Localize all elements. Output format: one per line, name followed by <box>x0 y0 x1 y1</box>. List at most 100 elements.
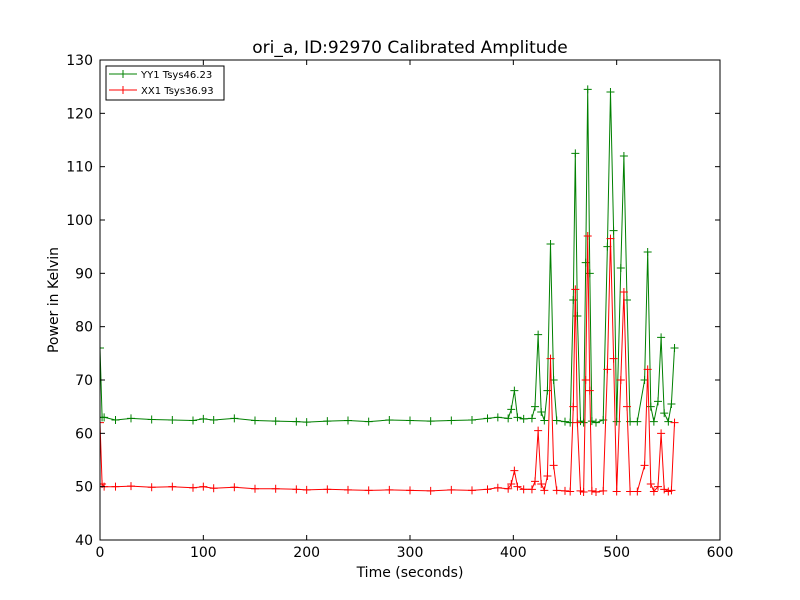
data-point-marker <box>447 416 456 425</box>
data-point-marker <box>552 416 561 425</box>
data-point-marker <box>510 386 519 395</box>
data-point-marker <box>111 482 120 491</box>
data-point-marker <box>519 485 528 494</box>
data-point-marker <box>657 429 666 438</box>
data-point-marker <box>540 416 549 425</box>
data-point-marker <box>493 483 502 492</box>
data-point-marker <box>546 354 555 363</box>
chart-title: ori_a, ID:92970 Calibrated Amplitude <box>252 38 568 58</box>
data-point-marker <box>483 485 492 494</box>
data-point-marker <box>168 416 177 424</box>
data-point-marker <box>660 485 669 494</box>
data-point-marker <box>199 482 208 491</box>
data-point-marker <box>513 413 522 422</box>
data-point-marker <box>507 480 516 488</box>
y-tick-label: 120 <box>66 106 93 122</box>
y-tick-label: 110 <box>66 160 93 176</box>
data-point-marker <box>670 344 679 352</box>
data-point-marker <box>406 416 414 425</box>
data-point-marker <box>189 483 197 492</box>
legend-box <box>105 65 225 101</box>
data-point-marker <box>667 486 676 495</box>
data-point-marker <box>646 480 655 488</box>
data-point-marker <box>649 417 658 426</box>
data-point-marker <box>527 485 536 494</box>
data-point-marker <box>592 418 600 427</box>
data-point-marker <box>569 402 578 411</box>
data-point-marker <box>385 416 394 424</box>
data-point-marker <box>251 416 259 425</box>
data-point-marker <box>302 485 311 494</box>
x-tick-label: 400 <box>500 545 527 561</box>
data-point-marker <box>581 376 590 384</box>
data-point-marker <box>609 226 618 235</box>
data-point-marker <box>616 376 625 384</box>
data-point-marker <box>626 487 635 496</box>
data-point-marker <box>643 365 652 374</box>
data-point-marker <box>640 461 649 470</box>
data-point-marker <box>537 408 546 416</box>
x-axis-label: Time (seconds) <box>356 565 464 581</box>
data-point-marker <box>579 488 588 496</box>
x-tick-label: 100 <box>190 545 217 561</box>
data-point-marker <box>643 248 652 256</box>
data-point-marker <box>546 240 555 248</box>
legend: YY1 Tsys46.23 XX1 Tsys36.93 <box>105 65 225 101</box>
data-point-marker <box>549 461 558 470</box>
data-point-marker <box>100 418 104 427</box>
data-point-marker <box>406 486 414 495</box>
data-point-marker <box>587 417 596 426</box>
data-point-marker <box>571 285 580 294</box>
data-point-marker <box>483 414 492 423</box>
data-point-marker <box>670 418 679 427</box>
x-axis-ticks: 0 100 200 300 400 500 600 <box>96 60 734 561</box>
data-point-marker <box>344 416 352 425</box>
data-point-marker <box>504 484 513 493</box>
data-point-marker <box>323 485 332 494</box>
data-point-marker <box>364 486 373 495</box>
data-point-marker <box>147 415 156 424</box>
y-tick-label: 40 <box>75 533 93 549</box>
data-point-marker <box>147 483 156 492</box>
data-point-marker <box>510 466 519 475</box>
data-point-marker <box>609 354 618 363</box>
legend-marker-yy1 <box>119 70 127 78</box>
y-axis-ticks: 40 50 60 70 80 90 100 110 120 130 <box>66 53 720 549</box>
data-point-marker <box>209 416 218 424</box>
y-tick-label: 70 <box>75 373 93 389</box>
data-point-marker <box>616 264 625 272</box>
x-tick-label: 300 <box>397 545 424 561</box>
data-point-marker <box>199 414 208 423</box>
data-point-marker <box>127 414 135 423</box>
data-point-marker <box>468 486 476 495</box>
data-point-marker <box>230 414 239 423</box>
data-point-marker <box>543 472 552 480</box>
data-point-marker <box>660 409 669 418</box>
x-tick-label: 0 <box>96 545 105 561</box>
data-point-marker <box>612 487 621 496</box>
data-point-marker <box>667 400 676 408</box>
data-point-marker <box>561 486 569 495</box>
x-tick-label: 600 <box>707 545 734 561</box>
data-point-marker <box>566 487 575 496</box>
data-point-marker <box>633 487 642 496</box>
data-point-marker <box>649 487 658 496</box>
data-point-marker <box>633 417 642 426</box>
data-point-marker <box>271 417 280 426</box>
data-point-marker <box>302 418 311 427</box>
data-point-marker <box>189 416 197 425</box>
data-point-marker <box>519 414 528 423</box>
data-point-marker <box>292 417 301 426</box>
series-0 <box>100 85 679 427</box>
data-point-marker <box>606 234 615 243</box>
data-point-marker <box>531 477 540 486</box>
data-point-marker <box>504 414 513 423</box>
data-point-marker <box>426 417 435 426</box>
y-tick-label: 60 <box>75 426 93 442</box>
x-tick-label: 500 <box>603 545 630 561</box>
data-point-marker <box>527 414 536 423</box>
data-point-marker <box>493 413 502 422</box>
data-point-marker <box>271 484 280 493</box>
data-point-marker <box>540 486 549 495</box>
